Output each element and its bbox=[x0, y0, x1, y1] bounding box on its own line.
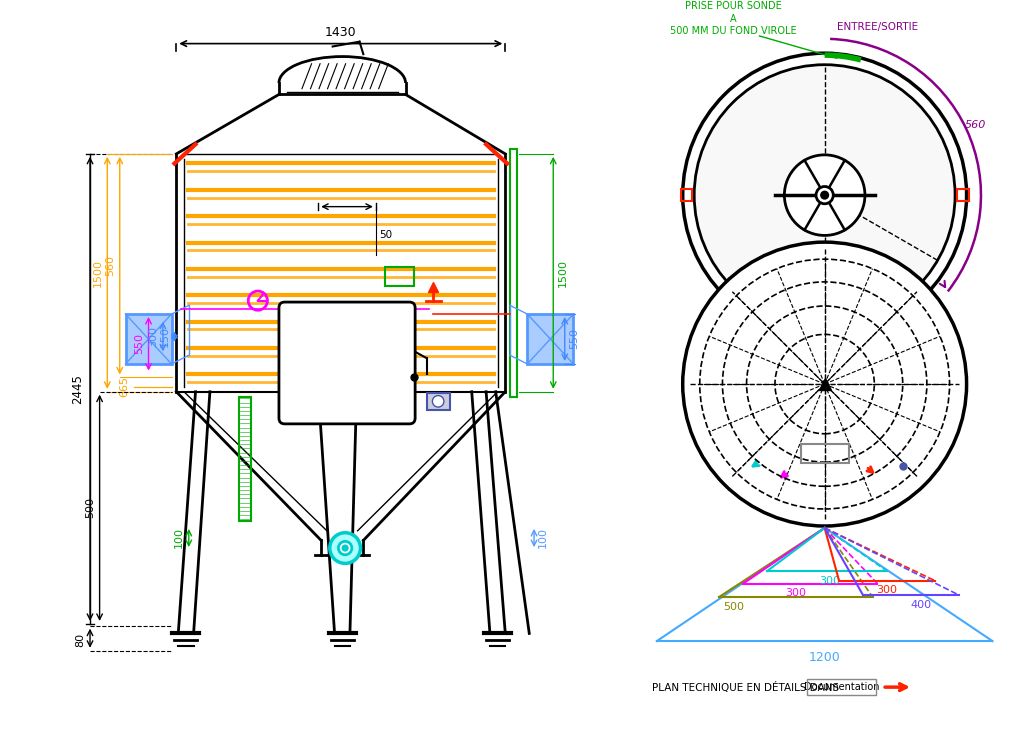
Text: 665: 665 bbox=[120, 377, 129, 397]
Text: 300: 300 bbox=[785, 588, 806, 598]
Text: ENTREE/SORTIE: ENTREE/SORTIE bbox=[837, 22, 918, 32]
Text: 300: 300 bbox=[148, 326, 158, 347]
Text: 560: 560 bbox=[104, 255, 115, 276]
Circle shape bbox=[330, 533, 360, 563]
Bar bbox=[681, 189, 692, 201]
Circle shape bbox=[338, 542, 352, 555]
Bar bbox=[385, 267, 414, 286]
Bar bbox=[801, 444, 849, 463]
Circle shape bbox=[694, 65, 955, 326]
Bar bbox=[427, 393, 450, 410]
Text: 100: 100 bbox=[538, 528, 548, 548]
Circle shape bbox=[683, 242, 967, 526]
Text: 150: 150 bbox=[160, 326, 170, 347]
Circle shape bbox=[816, 186, 834, 203]
Text: 550: 550 bbox=[569, 329, 580, 349]
Text: Documentation: Documentation bbox=[804, 682, 880, 692]
Bar bbox=[527, 314, 573, 364]
Text: 550: 550 bbox=[134, 333, 143, 354]
Circle shape bbox=[821, 192, 828, 199]
Bar bbox=[126, 314, 172, 364]
Text: 50: 50 bbox=[380, 231, 393, 240]
Circle shape bbox=[784, 155, 865, 235]
Bar bbox=[239, 397, 251, 521]
Text: 1500: 1500 bbox=[558, 259, 568, 287]
Text: 1500: 1500 bbox=[92, 259, 102, 287]
Text: 300: 300 bbox=[819, 576, 840, 586]
Text: 560: 560 bbox=[965, 120, 986, 130]
Bar bbox=[807, 680, 877, 695]
Text: 100: 100 bbox=[174, 528, 184, 548]
Bar bbox=[957, 189, 969, 201]
Circle shape bbox=[683, 53, 967, 337]
Text: 300: 300 bbox=[877, 585, 897, 595]
FancyBboxPatch shape bbox=[279, 302, 415, 424]
Text: 1430: 1430 bbox=[325, 26, 356, 39]
Text: PLAN TECHNIQUE EN DÉTAILS DANS: PLAN TECHNIQUE EN DÉTAILS DANS bbox=[652, 682, 839, 693]
Text: 500: 500 bbox=[85, 497, 95, 518]
Text: PRISE POUR SONDE
A
500 MM DU FOND VIROLE: PRISE POUR SONDE A 500 MM DU FOND VIROLE bbox=[671, 1, 797, 36]
Text: 2445: 2445 bbox=[72, 374, 84, 404]
Circle shape bbox=[432, 396, 444, 407]
Circle shape bbox=[342, 545, 348, 551]
Text: 500: 500 bbox=[723, 602, 744, 612]
Text: 1200: 1200 bbox=[809, 651, 841, 664]
Text: 80: 80 bbox=[75, 633, 85, 647]
Text: 400: 400 bbox=[910, 600, 931, 609]
